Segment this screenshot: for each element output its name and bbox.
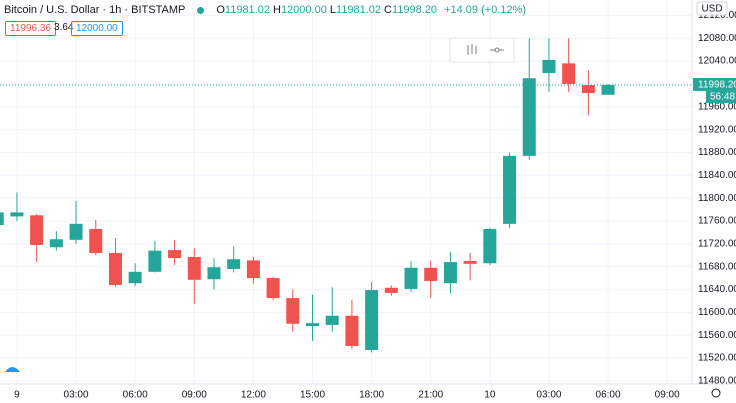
ask[interactable]: 12000.00 <box>71 21 123 36</box>
bid[interactable]: 11996.36 <box>5 21 56 36</box>
candle-body <box>384 287 398 293</box>
x-tick-label: 09:00 <box>182 390 207 401</box>
candle-body <box>601 84 615 95</box>
candle-body <box>30 215 44 245</box>
candle-body <box>10 212 24 217</box>
countdown-box <box>706 90 736 103</box>
candle-body <box>227 259 241 269</box>
settings-icon[interactable] <box>711 388 721 398</box>
toolbar[interactable] <box>449 37 515 63</box>
y-tick-label: 12040.00 <box>698 56 736 67</box>
last-price-box <box>693 77 736 91</box>
last-price-label: 11998.20 <box>698 80 736 91</box>
ohlc-label: O <box>216 4 225 16</box>
y-tick-label: 11640.00 <box>698 284 736 295</box>
status-dot <box>197 6 205 14</box>
candle-body <box>69 223 83 240</box>
y-tick-label: 11960.00 <box>698 101 736 112</box>
candle-body <box>286 298 300 324</box>
candle-body <box>108 252 122 285</box>
candle-body <box>443 262 457 284</box>
currency: USD <box>701 4 722 15</box>
header: Bitcoin / U.S. Dollar · 1h · BITSTAMP O1… <box>4 4 526 16</box>
y-tick-label: 11520.00 <box>698 353 736 364</box>
logo <box>5 367 20 372</box>
symbol: Bitcoin / U.S. Dollar · 1h · BITSTAMP <box>4 4 186 16</box>
candle-body <box>581 85 595 94</box>
candle-body <box>424 267 438 281</box>
candle-body <box>0 212 4 225</box>
candle-body <box>404 267 418 289</box>
y-tick-label: 11920.00 <box>698 124 736 135</box>
candle-body <box>89 228 103 253</box>
x-tick-label: 12:00 <box>241 390 266 401</box>
countdown: 56:48 <box>710 92 735 103</box>
y-tick-label: 11600.00 <box>698 307 736 318</box>
candle-body <box>325 315 339 325</box>
toolbar-icons <box>467 44 504 55</box>
y-tick-label: 11800.00 <box>698 193 736 204</box>
candle-body <box>562 63 576 84</box>
candle-body <box>345 315 359 347</box>
candle-body <box>365 290 379 351</box>
candle-body <box>49 239 63 248</box>
candle-body <box>148 250 162 272</box>
x-tick-label: 06:00 <box>123 390 148 401</box>
ohlc-label: H <box>272 4 281 16</box>
candle-body <box>187 256 201 280</box>
ohlc-value: 12000.00 <box>280 4 327 16</box>
y-tick-label: 12120.00 <box>698 10 736 21</box>
ohlc-value: 11998.20 <box>391 4 438 16</box>
candle-body <box>168 250 182 259</box>
x-tick-label: 10 <box>484 390 496 401</box>
candle-body <box>463 260 477 264</box>
candle-body <box>522 78 536 156</box>
candle-body <box>207 267 221 280</box>
ohlc-label: L <box>329 4 336 16</box>
y-tick-label: 11760.00 <box>698 216 736 227</box>
ohlc-value: 11981.02 <box>224 4 270 16</box>
candle-body <box>266 278 280 299</box>
x-tick-label: 09:00 <box>655 390 680 401</box>
x-tick-label: 03:00 <box>536 390 561 401</box>
x-tick-label: 9 <box>14 390 20 401</box>
x-tick-label: 06:00 <box>596 390 621 401</box>
y-tick-label: 11680.00 <box>698 261 736 272</box>
x-tick-label: 18:00 <box>359 390 384 401</box>
candle-body <box>128 271 142 284</box>
x-tick-label: 03:00 <box>64 390 89 401</box>
spread: 3.64 <box>54 22 74 33</box>
change: +14.09 (+0.12%) <box>444 4 527 16</box>
x-tick-label: 15:00 <box>300 390 325 401</box>
candle-body <box>483 228 497 264</box>
candle-body <box>503 155 517 224</box>
y-tick-label: 11560.00 <box>698 330 736 341</box>
ohlc-value: 11981.02 <box>335 4 382 16</box>
currency-box[interactable] <box>696 1 728 16</box>
ohlc: O11981.02 H12000.00 L11981.02 C11998.20 <box>216 4 440 16</box>
candle-body <box>306 323 320 327</box>
y-tick-label: 11720.00 <box>698 238 736 249</box>
y-tick-label: 11480.00 <box>698 376 736 387</box>
candle-body <box>246 260 260 279</box>
x-tick-label: 21:00 <box>418 390 443 401</box>
ohlc-label: C <box>384 4 392 16</box>
candle-body <box>542 59 556 74</box>
y-tick-label: 11840.00 <box>698 170 736 181</box>
y-tick-label: 11880.00 <box>698 147 736 158</box>
y-tick-label: 12080.00 <box>698 33 736 44</box>
